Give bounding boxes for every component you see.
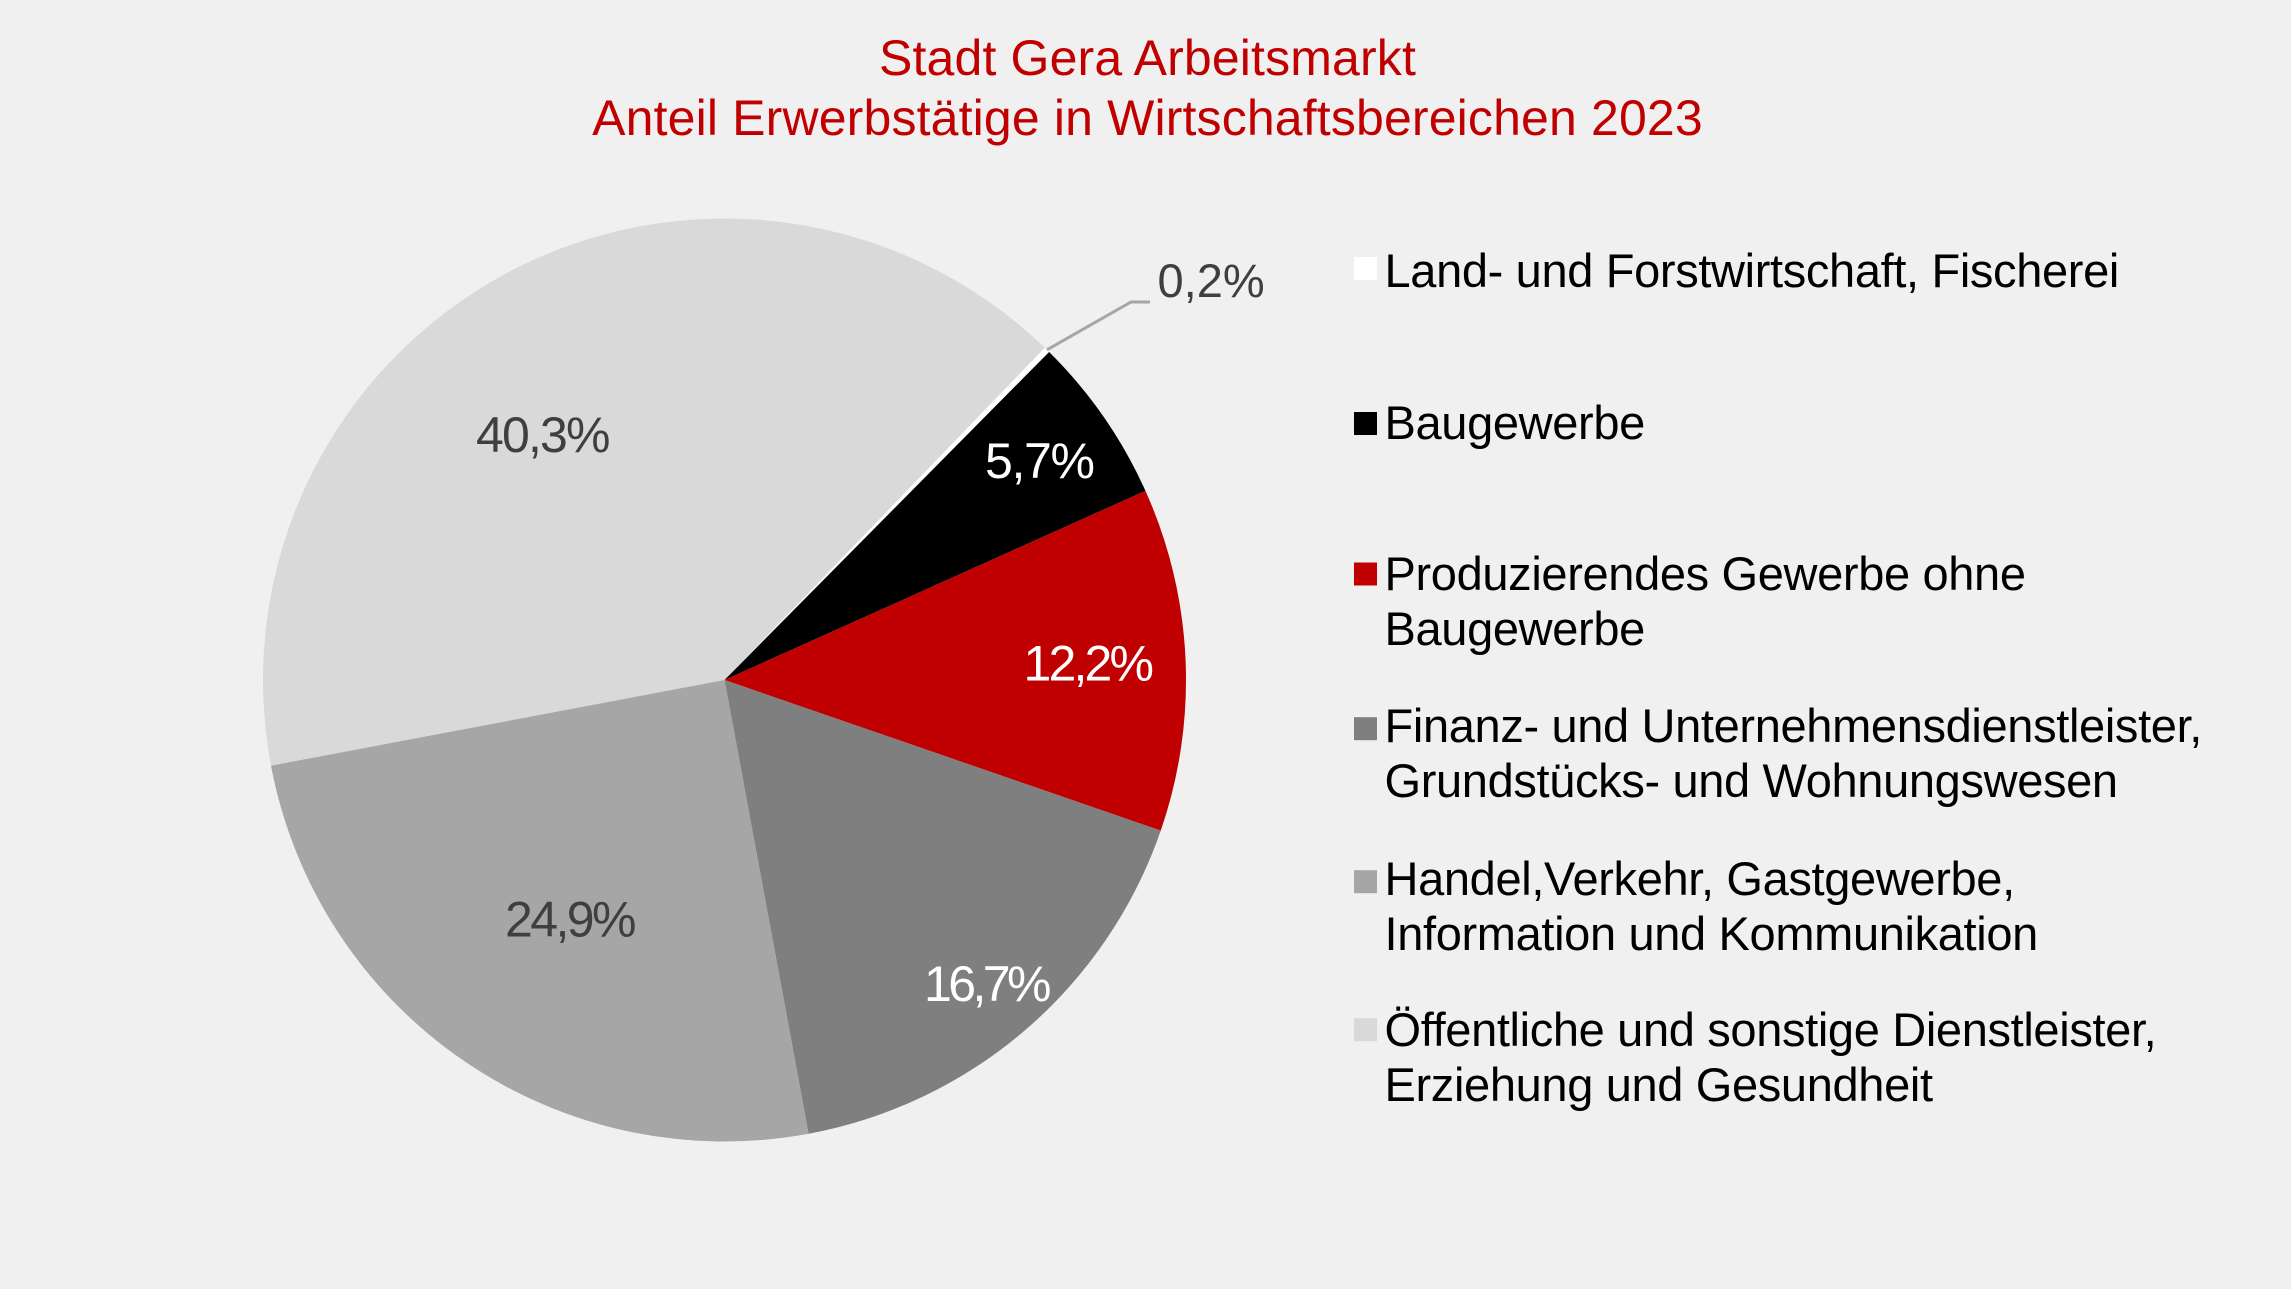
svg-text:5,7%: 5,7%	[985, 433, 1095, 489]
svg-text:40,3%: 40,3%	[476, 407, 611, 463]
svg-text:24,9%: 24,9%	[505, 891, 637, 947]
svg-text:16,7%: 16,7%	[924, 956, 1052, 1012]
svg-text:0,2%: 0,2%	[1158, 254, 1265, 307]
svg-text:12,2%: 12,2%	[1024, 635, 1155, 691]
